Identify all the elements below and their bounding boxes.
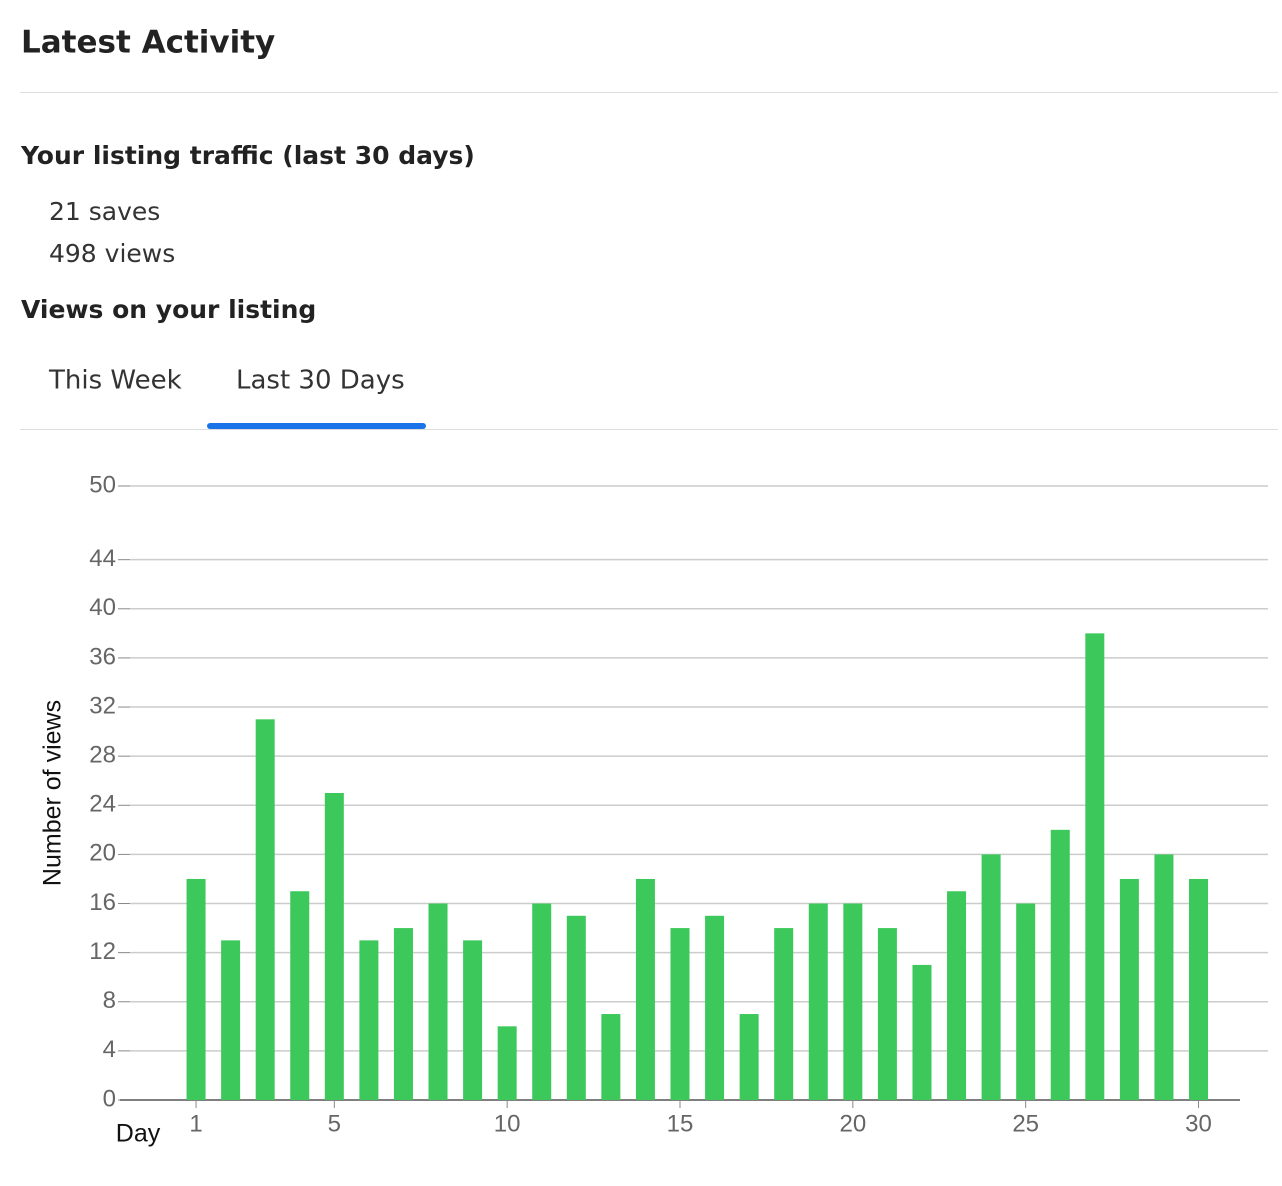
traffic-heading: Your listing traffic (last 30 days)	[20, 141, 475, 170]
bar	[912, 964, 932, 1100]
bar	[705, 915, 725, 1100]
bar	[221, 940, 241, 1100]
bar	[566, 915, 586, 1100]
bar	[601, 1014, 621, 1100]
bar	[290, 891, 310, 1100]
x-tick-label: 25	[1012, 1110, 1039, 1137]
bar	[635, 878, 655, 1100]
bar	[739, 1014, 759, 1100]
bar	[428, 903, 448, 1100]
bar	[1085, 633, 1105, 1100]
bar	[359, 940, 379, 1100]
x-tick-label: 30	[1185, 1110, 1212, 1137]
saves-stat: 21 saves	[49, 197, 160, 226]
x-tick-label: 5	[328, 1110, 341, 1137]
y-tick-label: 44	[89, 545, 116, 572]
y-tick-label: 28	[89, 742, 116, 769]
bar	[1016, 903, 1036, 1100]
y-tick-label: 20	[89, 840, 116, 867]
y-tick-label: 50	[89, 471, 116, 498]
x-tick-label: 1	[189, 1110, 202, 1137]
bar	[947, 891, 967, 1100]
y-tick-label: 0	[103, 1085, 116, 1112]
x-tick-label: 15	[667, 1110, 694, 1137]
y-tick-label: 8	[103, 987, 116, 1014]
y-axis-label: Number of views	[39, 700, 67, 886]
y-tick-label: 4	[103, 1036, 116, 1063]
y-tick-label: 32	[89, 692, 116, 719]
bar	[981, 854, 1001, 1100]
bar	[1154, 854, 1174, 1100]
tab-active[interactable]: Last 30 Days	[236, 366, 405, 396]
bar	[255, 719, 275, 1100]
y-tick-label: 24	[89, 791, 116, 818]
y-tick-label: 12	[89, 938, 116, 965]
bar	[324, 793, 344, 1100]
x-tick-label: 10	[494, 1110, 521, 1137]
bar	[532, 903, 552, 1100]
views-stat: 498 views	[49, 239, 175, 268]
bar	[774, 928, 794, 1100]
bar	[393, 928, 413, 1100]
x-axis-label: Day	[116, 1120, 161, 1148]
bar	[808, 903, 828, 1100]
bar	[670, 928, 690, 1100]
bar	[1119, 878, 1139, 1100]
x-tick-label: 20	[839, 1110, 866, 1137]
bar	[1189, 878, 1209, 1100]
bar	[843, 903, 863, 1100]
bar	[186, 878, 206, 1100]
y-tick-label: 40	[89, 594, 116, 621]
bar	[463, 940, 483, 1100]
bar	[497, 1026, 517, 1100]
y-tick-label: 36	[89, 643, 116, 670]
section-title: Latest Activity	[21, 25, 275, 61]
y-tick-label: 16	[89, 889, 116, 916]
bar	[877, 928, 897, 1100]
bar	[1050, 829, 1070, 1100]
tab[interactable]: This Week	[48, 366, 182, 396]
views-heading: Views on your listing	[21, 295, 316, 324]
tab-indicator	[207, 423, 426, 429]
